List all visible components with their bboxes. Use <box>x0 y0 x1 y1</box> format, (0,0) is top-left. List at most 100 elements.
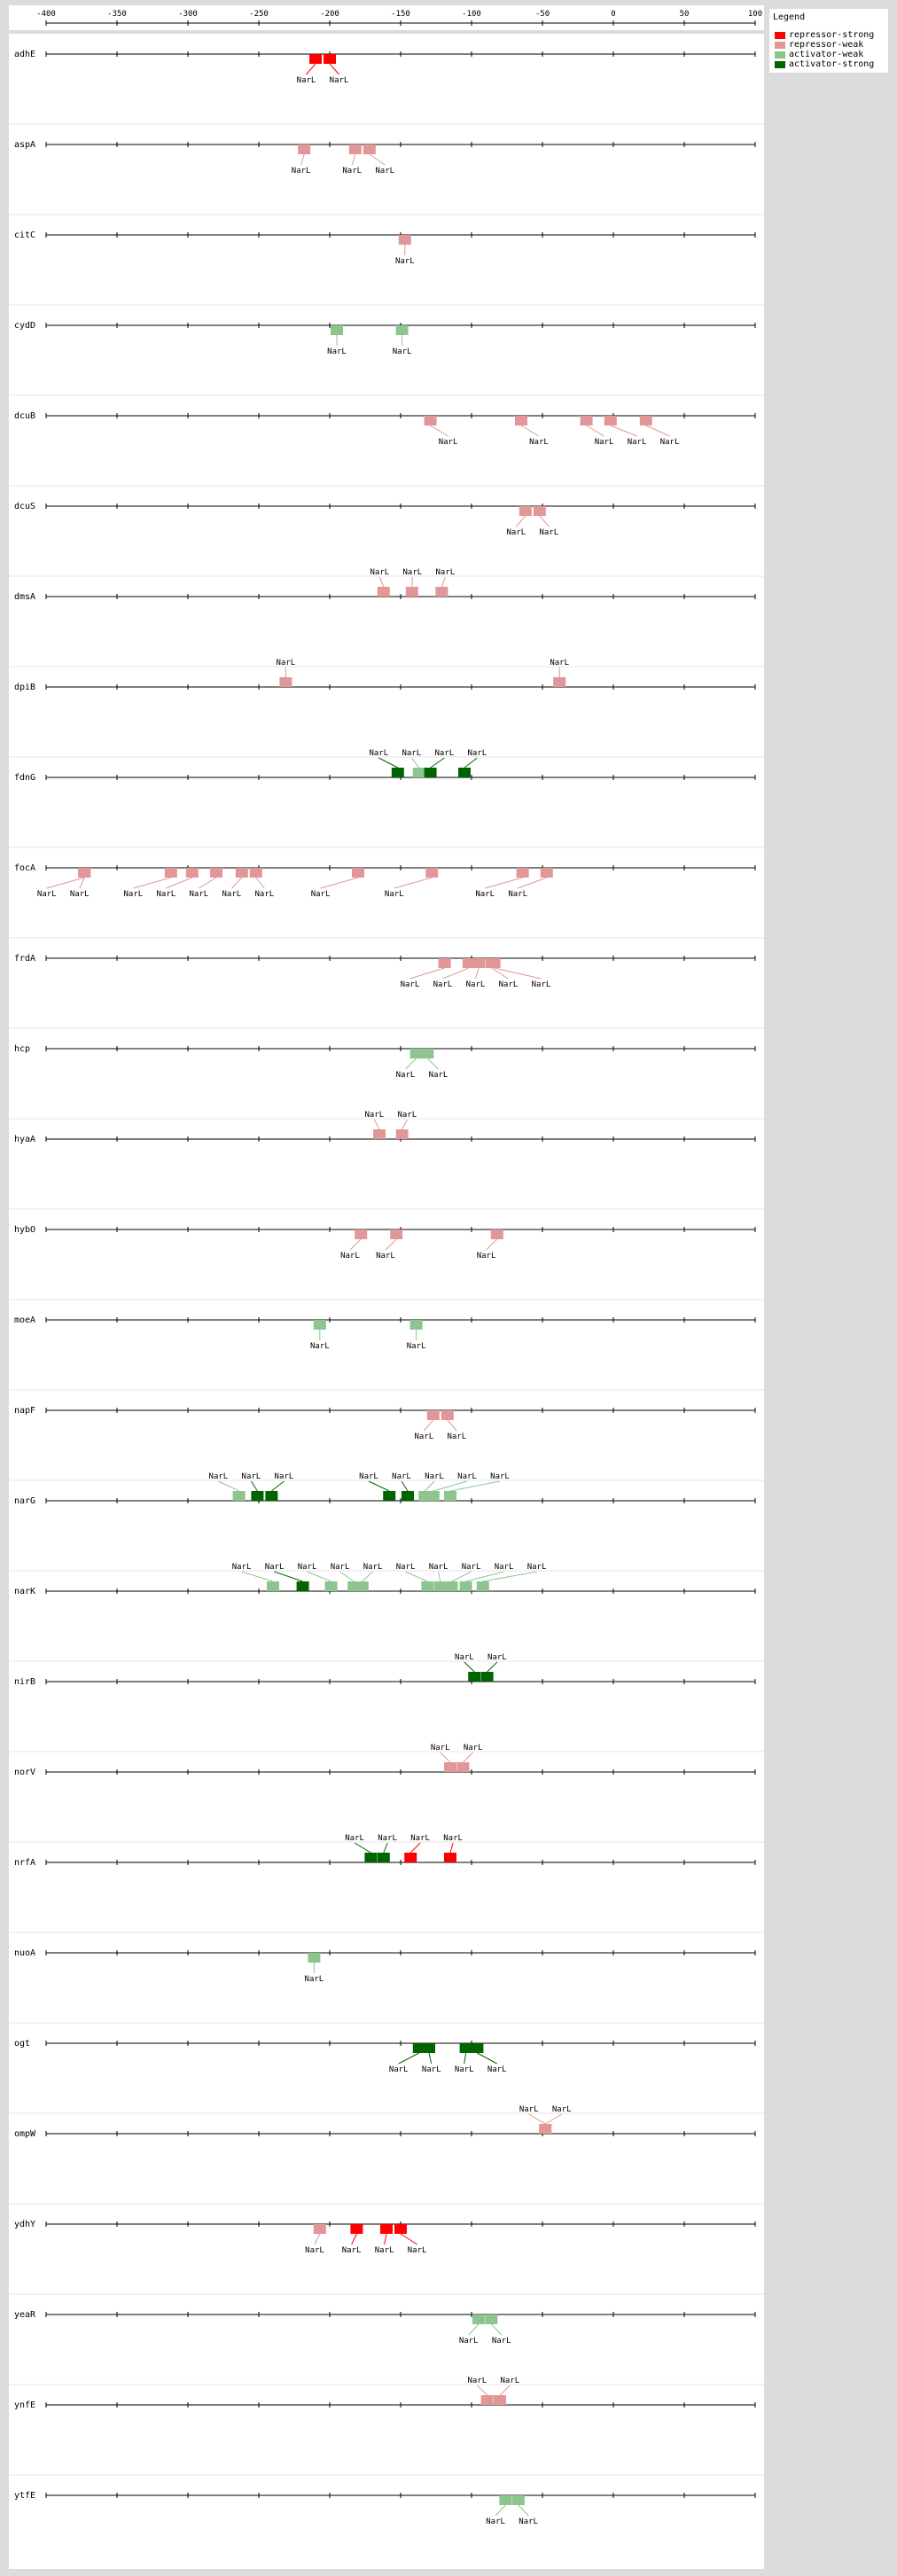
gene-name: ompW <box>14 2129 36 2139</box>
binding-site <box>480 2395 494 2405</box>
site-connector <box>476 2385 488 2396</box>
legend-swatch <box>775 51 785 59</box>
gene-track-norV: norV NarL NarL <box>9 1744 764 1777</box>
site-connector <box>394 877 433 889</box>
gene-name: citC <box>14 230 35 240</box>
gene-track-dmsA: dmsA NarL NarL NarL <box>9 568 764 602</box>
gene-name: napF <box>14 1406 35 1416</box>
binding-site <box>380 2224 393 2234</box>
site-label: NarL <box>396 1071 416 1080</box>
binding-site <box>459 1581 472 1591</box>
site-label: NarL <box>37 890 57 899</box>
legend-title: Legend <box>773 12 806 22</box>
binding-site <box>433 1581 447 1591</box>
site-connector <box>306 63 316 75</box>
site-connector <box>241 1571 274 1582</box>
binding-site <box>456 1762 470 1772</box>
site-label: NarL <box>190 890 209 899</box>
gene-name: focA <box>14 863 35 873</box>
site-connector <box>477 2052 497 2065</box>
site-label: NarL <box>488 2065 507 2074</box>
site-connector <box>351 153 356 166</box>
site-label: NarL <box>402 749 421 758</box>
site-connector <box>351 2233 357 2245</box>
binding-site <box>363 144 376 154</box>
site-connector <box>369 153 386 166</box>
binding-site <box>78 868 91 878</box>
site-label: NarL <box>443 1834 463 1843</box>
gene-track-cydD: cydD NarL NarL <box>9 304 764 356</box>
site-label: NarL <box>425 1472 444 1481</box>
binding-site <box>553 677 566 687</box>
binding-site <box>383 1491 396 1501</box>
gene-name: ytfE <box>14 2491 35 2501</box>
site-label: NarL <box>455 1653 474 1662</box>
binding-site <box>444 1853 456 1862</box>
site-connector <box>438 1571 441 1582</box>
site-label: NarL <box>370 568 389 577</box>
binding-site <box>515 416 527 425</box>
site-label: NarL <box>429 1071 448 1080</box>
binding-site <box>485 2314 498 2324</box>
site-connector <box>410 757 420 769</box>
binding-site <box>232 1491 246 1501</box>
site-label: NarL <box>527 1563 547 1572</box>
gene-name: aspA <box>14 140 35 150</box>
gene-name: narK <box>14 1587 35 1596</box>
binding-site <box>438 958 451 968</box>
binding-site <box>476 1581 489 1591</box>
site-label: NarL <box>305 1975 324 1984</box>
binding-site <box>405 587 418 597</box>
site-connector <box>645 425 670 437</box>
site-label: NarL <box>434 749 454 758</box>
binding-site <box>639 416 652 425</box>
binding-site <box>410 1049 423 1058</box>
gene-track-hcp: hcp NarL NarL <box>9 1027 764 1080</box>
site-connector <box>464 2052 467 2065</box>
site-label: NarL <box>455 2065 474 2074</box>
axis-tick-label: -100 <box>462 10 481 19</box>
binding-site <box>267 1581 279 1591</box>
binding-site <box>412 2043 425 2053</box>
site-label: NarL <box>265 1563 285 1572</box>
gene-name: dcuS <box>14 502 35 511</box>
site-label: NarL <box>532 980 551 989</box>
site-label: NarL <box>477 1252 496 1261</box>
site-label: NarL <box>414 1432 433 1441</box>
site-label: NarL <box>363 1563 383 1572</box>
site-connector <box>430 757 445 769</box>
site-label: NarL <box>467 749 487 758</box>
site-connector <box>495 2504 506 2517</box>
site-label: NarL <box>475 890 495 899</box>
site-label: NarL <box>389 2065 409 2074</box>
site-connector <box>487 1661 498 1673</box>
gene-track-focA: focA NarL NarL NarL NarL NarL NarL NarL NarL NarL… <box>9 847 764 899</box>
binding-site <box>511 2495 525 2505</box>
binding-site <box>210 868 222 878</box>
binding-site <box>355 1581 369 1591</box>
site-label: NarL <box>392 1472 411 1481</box>
site-label: NarL <box>376 1252 395 1261</box>
site-label: NarL <box>435 568 455 577</box>
site-label: NarL <box>275 1472 294 1481</box>
gene-name: cydD <box>14 321 35 331</box>
binding-site <box>377 587 390 597</box>
gene-name: dmsA <box>14 592 35 602</box>
binding-site <box>279 677 292 687</box>
site-label: NarL <box>464 1744 483 1752</box>
site-label: NarL <box>364 1111 384 1120</box>
site-label: NarL <box>499 980 519 989</box>
site-connector <box>378 757 399 769</box>
site-label: NarL <box>331 1563 350 1572</box>
site-label: NarL <box>490 1472 510 1481</box>
binding-site <box>421 1581 434 1591</box>
site-label: NarL <box>506 528 526 537</box>
site-connector <box>610 425 637 437</box>
gene-name: ydhY <box>14 2220 35 2229</box>
axis-tick-label: -200 <box>320 10 339 19</box>
site-label: NarL <box>550 659 569 667</box>
site-label: NarL <box>466 980 486 989</box>
binding-site <box>352 868 364 878</box>
site-connector <box>528 2113 546 2125</box>
site-connector <box>424 1480 435 1492</box>
